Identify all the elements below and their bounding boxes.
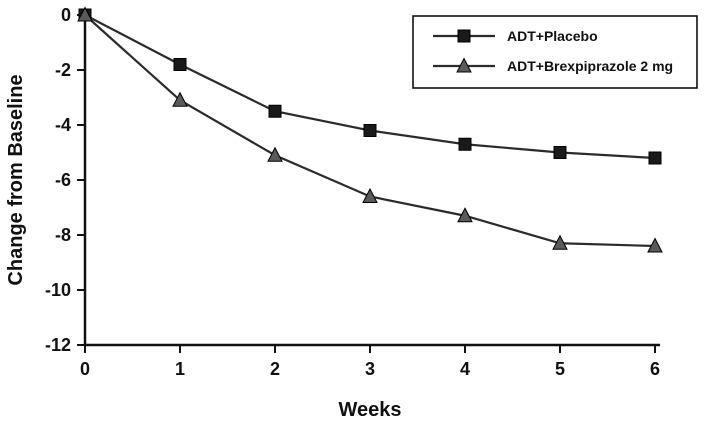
x-tick-label: 3 [365, 359, 375, 379]
y-tick-label: -6 [55, 170, 71, 190]
square-marker-icon [553, 146, 567, 159]
x-tick-label: 5 [555, 359, 565, 379]
legend-item-label: ADT+Brexpiprazole 2 mg [507, 58, 673, 74]
legend-item-label: ADT+Placebo [507, 28, 598, 44]
y-axis-title: Change from Baseline [5, 74, 27, 285]
legend-item: ADT+Placebo [433, 28, 598, 44]
triangle-marker-icon [362, 187, 378, 203]
legend-box [412, 15, 698, 89]
triangle-marker-icon [77, 6, 93, 22]
triangle-marker-icon [172, 91, 188, 107]
x-axis-title: Weeks [338, 399, 401, 421]
x-tick-label: 4 [460, 359, 470, 379]
x-tick-label: 2 [270, 359, 280, 379]
square-marker-icon [458, 137, 472, 151]
triangle-marker-icon [552, 234, 568, 250]
square-marker-icon [173, 58, 187, 71]
legend: ADT+Placebo ADT+Brexpiprazole 2 mg [412, 15, 698, 89]
square-marker-icon [268, 104, 282, 118]
triangle-marker-icon [457, 207, 473, 223]
y-tick-label: -4 [55, 115, 71, 135]
y-tick-label: -8 [55, 225, 71, 245]
triangle-marker-icon [456, 57, 472, 73]
square-marker-icon [363, 124, 377, 137]
x-tick-label: 0 [80, 359, 90, 379]
plot-area: 0 -2 -4 -6 -8 -10 -12 0 1 2 3 4 5 6 [45, 5, 663, 379]
triangle-marker-icon [647, 237, 663, 253]
y-tick-label: 0 [61, 5, 71, 25]
y-tick-label: -10 [45, 280, 71, 300]
x-tick-label: 1 [175, 359, 185, 379]
y-tick-label: -12 [45, 335, 71, 355]
y-tick-label: -2 [55, 60, 71, 80]
legend-item: ADT+Brexpiprazole 2 mg [433, 57, 673, 74]
square-marker-icon [457, 29, 471, 43]
square-marker-icon [648, 151, 662, 165]
triangle-marker-icon [267, 146, 283, 162]
x-tick-label: 6 [650, 359, 660, 379]
